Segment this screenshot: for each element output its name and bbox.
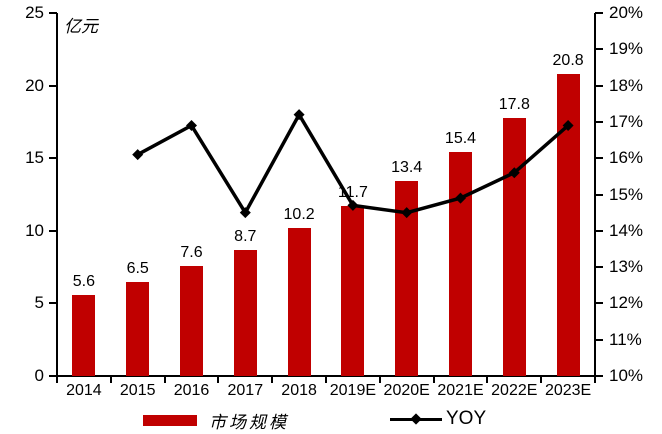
x-axis-tick-label: 2019E — [329, 382, 377, 399]
right-axis-tick — [595, 193, 603, 196]
x-axis-tick-label: 2017 — [227, 382, 264, 399]
bar-swatch-icon — [143, 415, 197, 426]
bar-value-label: 17.8 — [498, 95, 530, 113]
right-axis-tick-label: 19% — [609, 39, 644, 59]
bar-2014 — [72, 294, 96, 376]
bar-value-label: 6.5 — [126, 259, 149, 277]
legend-label: 市场规模 — [209, 413, 289, 433]
bar-2020E — [395, 181, 419, 376]
bar-value-label: 7.6 — [180, 243, 203, 261]
bar-2018 — [287, 227, 311, 376]
right-axis-tick-label: 17% — [609, 111, 644, 131]
left-axis-unit-label: 亿元 — [64, 17, 98, 37]
right-axis-tick-label: 18% — [609, 75, 644, 95]
x-axis-tick — [56, 377, 58, 383]
right-axis-tick — [595, 266, 603, 269]
bar-2017 — [233, 249, 257, 376]
bar-2021E — [449, 152, 472, 376]
x-axis-tick-label: 2014 — [66, 382, 102, 399]
left-axis-line — [56, 13, 58, 377]
bar-2019E — [341, 206, 365, 376]
bar-value-label: 11.7 — [337, 184, 368, 202]
right-axis-tick-label: 12% — [609, 293, 644, 313]
legend-label: YOY — [446, 408, 487, 429]
bar-value-label: 15.4 — [444, 130, 477, 148]
right-axis-tick — [595, 12, 603, 14]
right-axis-tick — [595, 229, 603, 232]
x-axis-tick-label: 2023E — [544, 382, 592, 399]
right-axis-tick-label: 16% — [609, 148, 644, 168]
x-axis-tick-label: 2022E — [491, 382, 538, 399]
left-axis-tick — [49, 302, 57, 305]
x-axis-tick — [217, 377, 220, 383]
x-axis-tick-label: 2015 — [119, 382, 156, 399]
bar-value-label: 20.8 — [552, 51, 584, 69]
bar-value-label: 5.6 — [72, 272, 96, 290]
x-axis-tick — [540, 377, 543, 383]
left-axis-tick — [49, 375, 57, 377]
bar-value-label: 8.7 — [234, 227, 257, 245]
x-axis-tick-label: 2021E — [437, 382, 484, 399]
left-axis-tick-label: 10 — [25, 220, 44, 240]
left-axis-tick — [49, 12, 57, 14]
right-axis-tick — [595, 375, 603, 377]
line-diamond-icon — [390, 412, 442, 425]
x-axis-tick — [432, 377, 435, 383]
bottom-axis-line — [56, 375, 596, 377]
bar-value-label: 10.2 — [283, 205, 315, 223]
x-axis-tick-label: 2018 — [281, 382, 317, 399]
x-axis-tick — [163, 377, 166, 383]
right-axis-tick — [595, 302, 603, 305]
x-axis-tick — [594, 377, 596, 383]
right-axis-tick-label: 14% — [609, 220, 644, 240]
right-axis-tick — [595, 84, 603, 87]
left-axis-tick — [49, 84, 57, 87]
bar-2023E — [556, 73, 580, 376]
x-axis-tick-label: 2016 — [173, 382, 210, 399]
left-axis-tick-label: 0 — [34, 366, 44, 385]
left-axis-tick-label: 20 — [25, 75, 44, 95]
right-axis-tick — [595, 338, 603, 341]
x-axis-tick — [486, 377, 489, 383]
left-axis-tick-label: 5 — [34, 293, 44, 313]
left-axis-tick-label: 15 — [25, 148, 44, 168]
right-axis-tick — [595, 157, 603, 160]
right-axis-tick-label: 15% — [609, 184, 644, 204]
legend-item-yoy: YOY — [390, 408, 486, 430]
bar-2016 — [180, 265, 203, 376]
yoy-point-marker — [239, 207, 251, 219]
bar-2015 — [126, 281, 150, 376]
yoy-point-marker — [293, 109, 305, 121]
left-axis-tick-label: 25 — [25, 3, 44, 22]
x-axis-tick-label: 2020E — [383, 382, 430, 399]
right-axis-tick-label: 10% — [609, 366, 644, 385]
x-axis-tick — [325, 377, 327, 383]
right-axis-tick-label: 11% — [609, 329, 642, 349]
right-axis-tick — [595, 48, 603, 51]
x-axis-tick — [378, 377, 381, 383]
left-axis-tick — [49, 157, 57, 160]
bar-2022E — [502, 117, 526, 376]
x-axis-tick — [271, 377, 274, 383]
right-axis-tick — [595, 120, 603, 123]
right-axis-tick-label: 20% — [609, 3, 644, 22]
x-axis-tick — [109, 377, 112, 383]
right-axis-tick-label: 13% — [609, 257, 644, 277]
yoy-point-marker — [186, 120, 197, 132]
yoy-point-marker — [132, 149, 144, 161]
bar-value-label: 13.4 — [391, 159, 423, 177]
legend-item-market-size: 市场规模 — [143, 408, 289, 433]
left-axis-tick — [49, 229, 57, 232]
